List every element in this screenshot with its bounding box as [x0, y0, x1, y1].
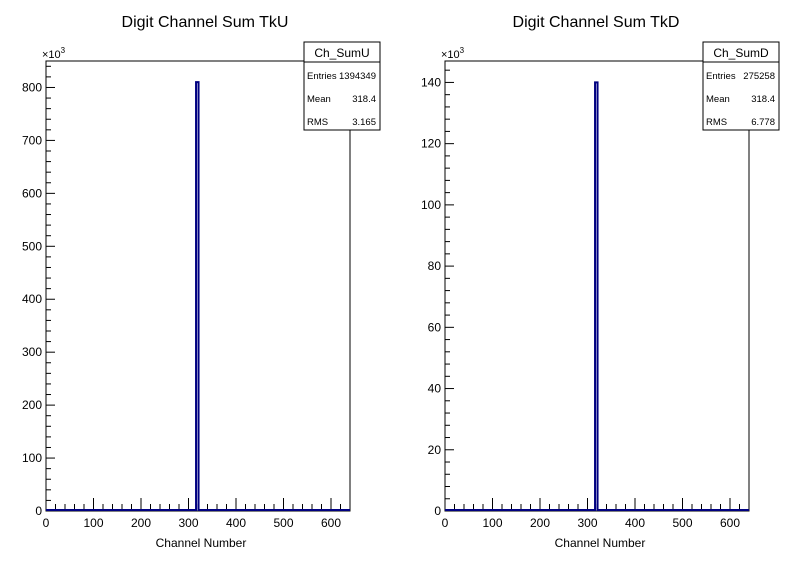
stats-label-mean: Mean — [307, 94, 331, 105]
y-multiplier-exponent: 3 — [61, 46, 66, 55]
y-tick-label: 700 — [22, 133, 42, 147]
y-tick-label: 500 — [22, 239, 42, 253]
y-multiplier-exponent: 3 — [460, 46, 465, 55]
stats-value-rms: 3.165 — [352, 117, 376, 128]
stats-name: Ch_SumD — [713, 46, 769, 60]
x-tick-label: 600 — [321, 516, 341, 530]
x-tick-label: 300 — [178, 516, 198, 530]
stats-label-rms: RMS — [706, 117, 727, 128]
y-tick-label: 100 — [421, 198, 441, 212]
y-tick-label: 200 — [22, 398, 42, 412]
stats-value-mean: 318.4 — [751, 94, 775, 105]
stats-value-entries: 275258 — [743, 71, 775, 82]
x-tick-label: 400 — [226, 516, 246, 530]
stats-box — [702, 41, 780, 131]
x-tick-label: 200 — [530, 516, 550, 530]
x-tick-label: 300 — [577, 516, 597, 530]
x-axis-label: Channel Number — [156, 536, 247, 550]
y-tick-label: 60 — [428, 320, 442, 334]
y-tick-label: 80 — [428, 259, 442, 273]
chart-title: Digit Channel Sum TkD — [513, 14, 680, 31]
x-tick-label: 500 — [672, 516, 692, 530]
stats-label-rms: RMS — [307, 117, 328, 128]
stats-value-rms: 6.778 — [751, 117, 775, 128]
y-tick-label: 600 — [22, 186, 42, 200]
x-axis-label: Channel Number — [555, 536, 646, 550]
y-tick-label: 0 — [434, 504, 441, 518]
x-tick-label: 600 — [720, 516, 740, 530]
x-tick-label: 100 — [83, 516, 103, 530]
x-tick-label: 0 — [442, 516, 449, 530]
x-tick-label: 0 — [43, 516, 50, 530]
y-tick-label: 120 — [421, 137, 441, 151]
x-tick-label: 400 — [625, 516, 645, 530]
stats-name: Ch_SumU — [314, 46, 369, 60]
y-tick-label: 20 — [428, 443, 442, 457]
y-tick-label: 0 — [35, 504, 42, 518]
x-tick-label: 500 — [273, 516, 293, 530]
y-tick-label: 800 — [22, 80, 42, 94]
stats-label-mean: Mean — [706, 94, 730, 105]
histogram-peak-bar — [46, 81, 350, 511]
y-multiplier: ×103 — [441, 46, 465, 61]
panel-tku: Digit Channel Sum TkU ×103 0 100 200 300 400 50… — [22, 14, 381, 550]
panel-tkd: Digit Channel Sum TkD ×103 0 20 40 60 80 100 120… — [421, 14, 780, 550]
stats-label-entries: Entries — [307, 71, 337, 82]
y-tick-label: 100 — [22, 451, 42, 465]
stats-label-entries: Entries — [706, 71, 736, 82]
stats-value-mean: 318.4 — [352, 94, 376, 105]
stats-box — [303, 41, 381, 131]
x-tick-label: 200 — [131, 516, 151, 530]
y-tick-label: 40 — [428, 382, 442, 396]
y-tick-label: 300 — [22, 345, 42, 359]
y-multiplier: ×103 — [42, 46, 66, 61]
x-tick-label: 100 — [482, 516, 502, 530]
stats-value-entries: 1394349 — [339, 71, 376, 82]
chart-title: Digit Channel Sum TkU — [122, 14, 289, 31]
y-tick-label: 140 — [421, 75, 441, 89]
histogram-peak-bar — [445, 81, 749, 511]
y-tick-label: 400 — [22, 292, 42, 306]
